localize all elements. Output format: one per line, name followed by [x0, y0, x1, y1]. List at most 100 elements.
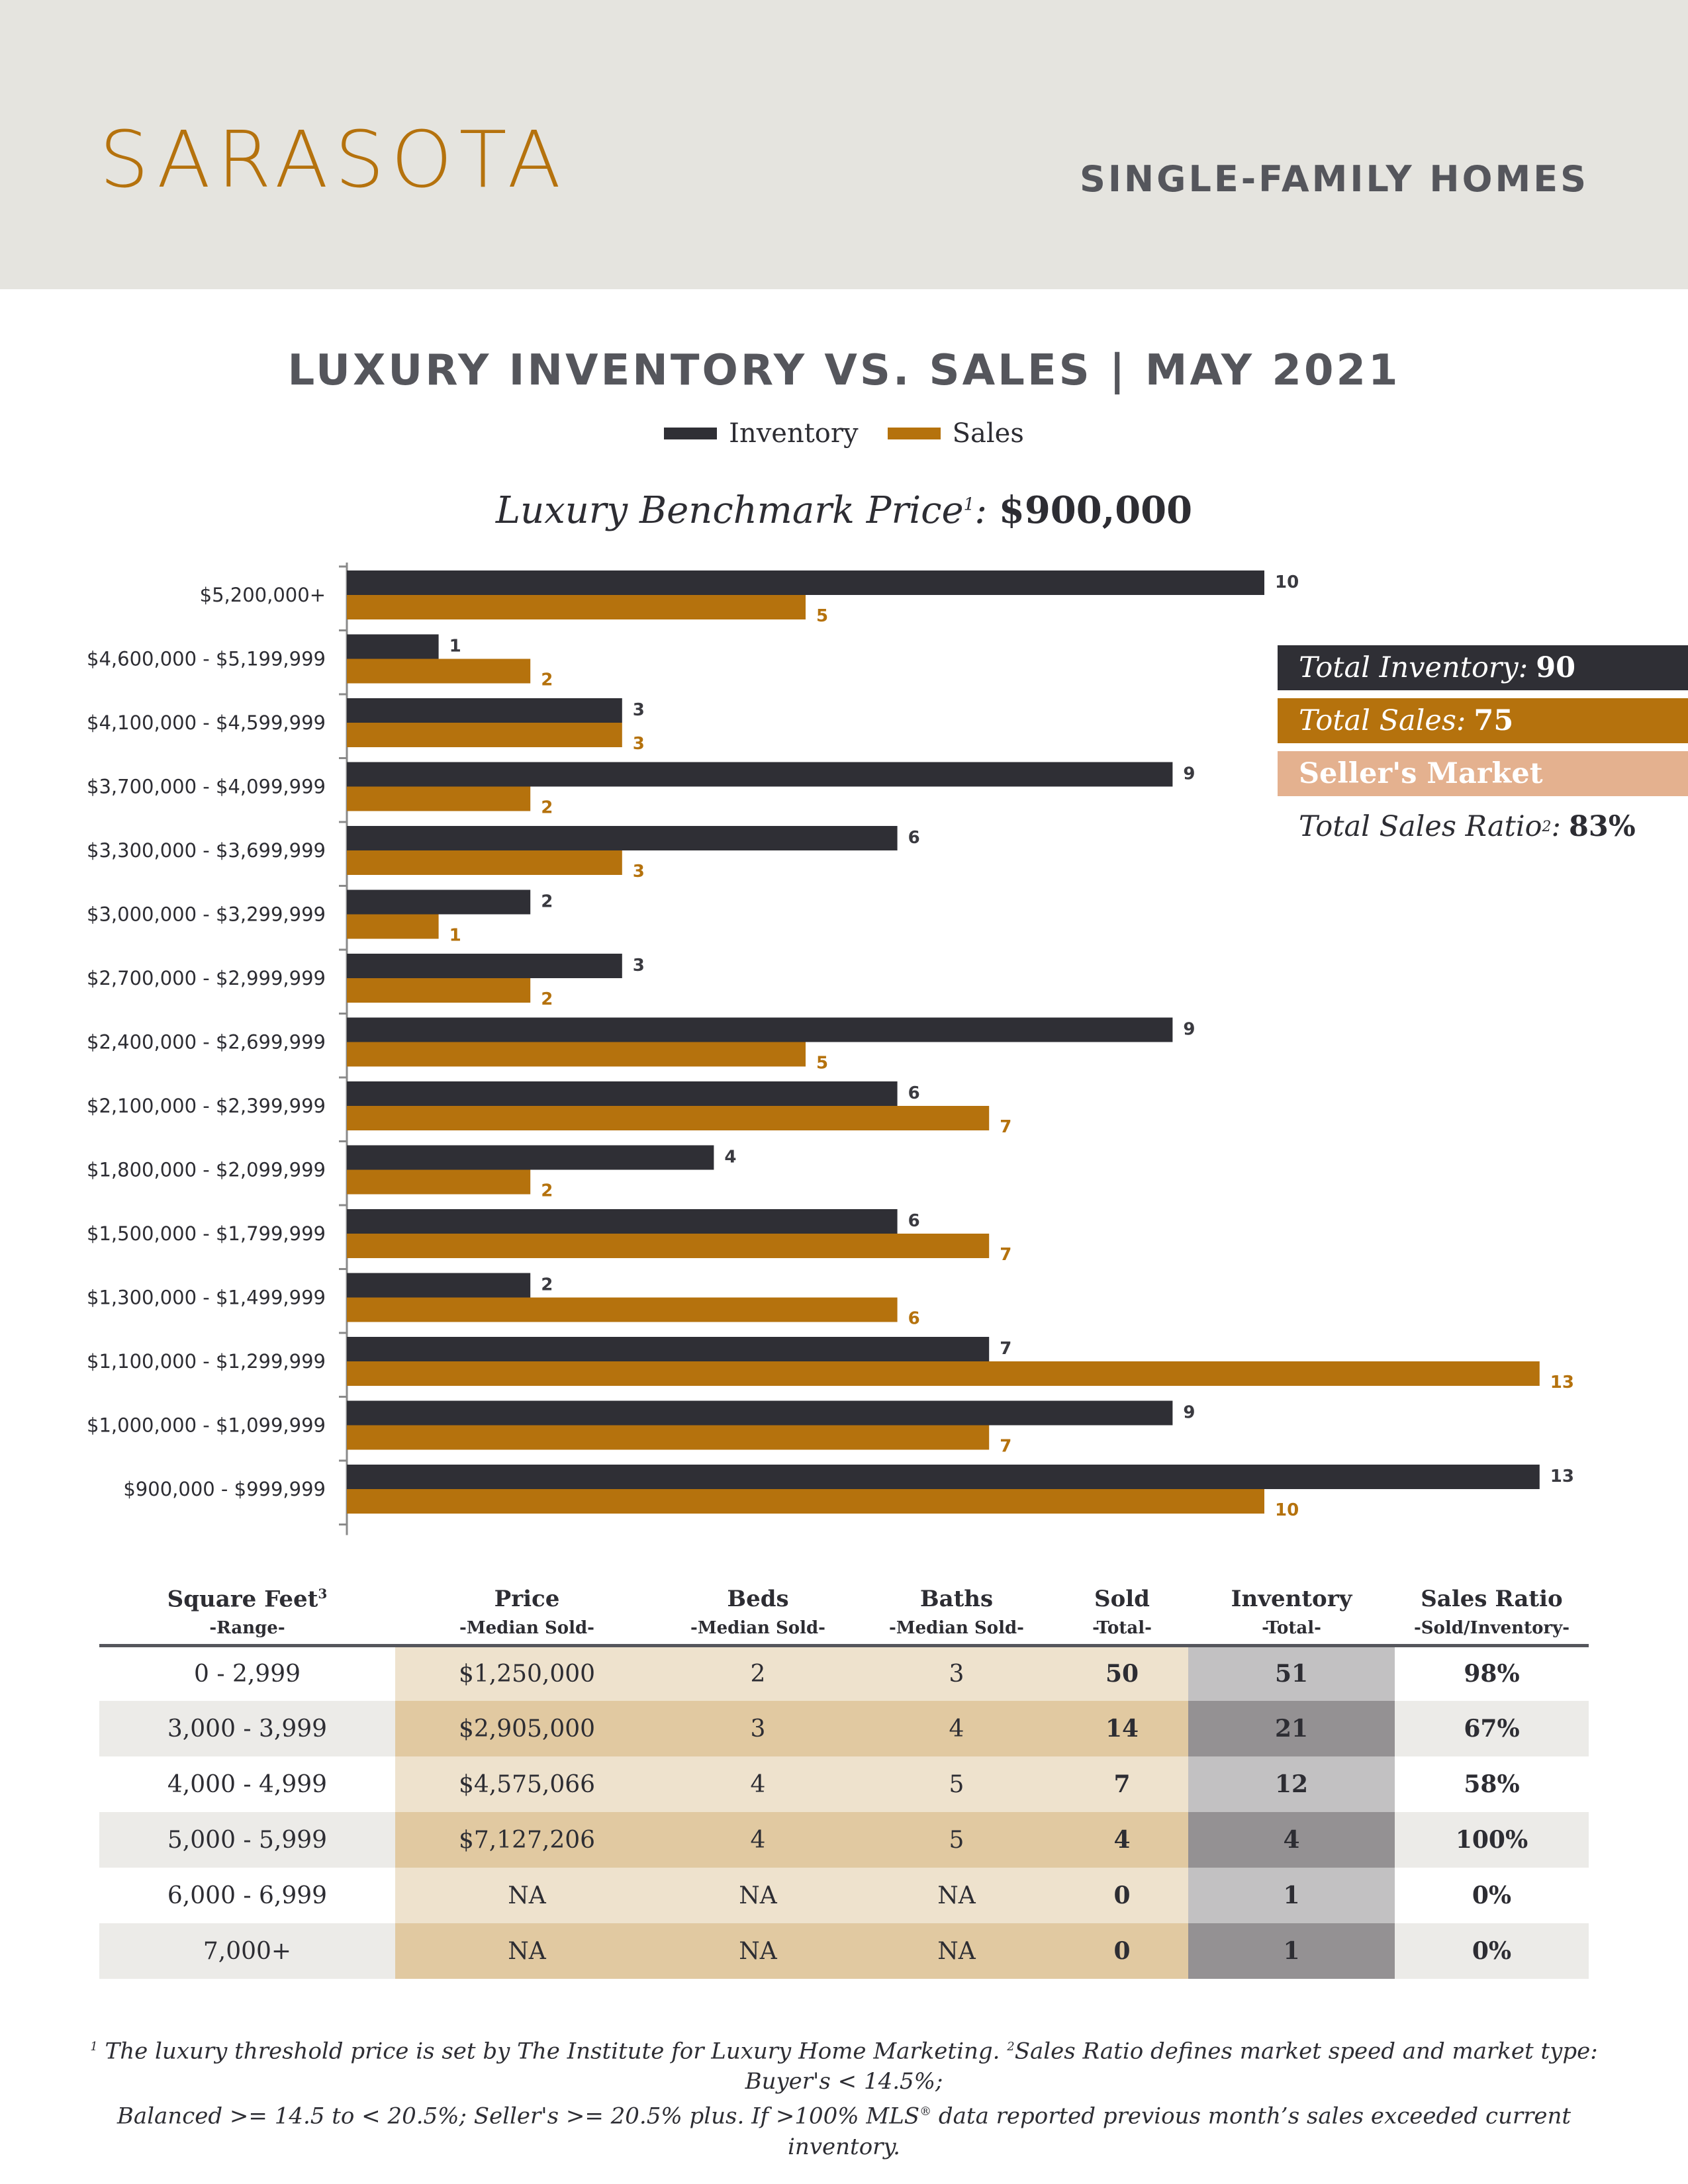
cell-beds: NA [659, 1923, 857, 1979]
chart-title: LUXURY INVENTORY VS. SALES | MAY 2021 [287, 346, 1401, 395]
segment-title: SINGLE-FAMILY HOMES [1079, 158, 1589, 200]
cell-sold: 4 [1056, 1812, 1188, 1868]
bar-sales [347, 595, 806, 619]
cell-beds: 4 [659, 1812, 857, 1868]
ratio-footnote-mark: 2 [1542, 818, 1552, 835]
bar-sales [347, 659, 531, 684]
subheader-sales-ratio: -Sold/Inventory- [1395, 1612, 1589, 1647]
bar-sales [347, 1234, 990, 1258]
bar-inventory [347, 1017, 1173, 1042]
cell-range: 7,000+ [99, 1923, 395, 1979]
bar-sales [347, 1169, 531, 1195]
subheader-inventory: -Total- [1188, 1612, 1395, 1647]
category-label: $2,100,000 - $2,399,999 [87, 1095, 326, 1117]
data-label-sales: 2 [541, 798, 553, 818]
bar-inventory [347, 1081, 898, 1106]
cell-sales-ratio: 67% [1395, 1701, 1589, 1756]
total-inventory-label: Total Inventory: [1299, 651, 1528, 684]
legend-item-sales: Sales [887, 418, 1024, 449]
cell-baths: 5 [857, 1812, 1056, 1868]
subheader-beds: -Median Sold- [659, 1612, 857, 1647]
data-label-sales: 7 [1000, 1245, 1011, 1265]
cell-beds: 4 [659, 1756, 857, 1812]
bar-inventory [347, 762, 1173, 787]
data-label-inventory: 13 [1550, 1467, 1574, 1486]
subheader-price: -Median Sold- [395, 1612, 659, 1647]
bar-chart: $5,200,000+ 10 5 $4,600,000 - $5,199,999 1 2 $… [87, 563, 1574, 1535]
chart-legend: Inventory Sales [0, 418, 1688, 449]
bar-inventory [347, 634, 439, 659]
cell-sold: 0 [1056, 1923, 1188, 1979]
data-label-sales: 5 [816, 1054, 828, 1073]
bar-inventory [347, 889, 531, 915]
bar-inventory [347, 1465, 1540, 1489]
category-label: $1,300,000 - $1,499,999 [87, 1287, 326, 1309]
cell-price: $7,127,206 [395, 1812, 659, 1868]
cell-range: 4,000 - 4,999 [99, 1756, 395, 1812]
subheader-baths: -Median Sold- [857, 1612, 1056, 1647]
data-label-inventory: 3 [633, 700, 645, 720]
total-sales-ratio-label: Total Sales Ratio [1299, 810, 1542, 843]
cell-range: 5,000 - 5,999 [99, 1812, 395, 1868]
bar-sales [347, 1361, 1540, 1386]
bar-inventory [347, 1400, 1173, 1426]
header-baths: Baths [919, 1586, 994, 1612]
cell-price: $1,250,000 [395, 1645, 659, 1701]
bar-inventory [347, 1337, 990, 1361]
market-type-label: Seller's Market [1299, 757, 1543, 790]
cell-sold: 7 [1056, 1756, 1188, 1812]
bar-inventory [347, 1273, 531, 1298]
header-beds: Beds [727, 1586, 789, 1612]
city-title: SARASOTA [99, 114, 568, 205]
legend-swatch-inventory [664, 428, 718, 439]
cell-sales-ratio: 100% [1395, 1812, 1589, 1868]
cell-range: 3,000 - 3,999 [99, 1701, 395, 1756]
category-label: $4,600,000 - $5,199,999 [87, 648, 326, 670]
data-label-inventory: 3 [633, 956, 645, 976]
stats-table: Square Feet3 Price Beds Baths Sold Inven… [99, 1575, 1589, 1979]
cell-sales-ratio: 98% [1395, 1645, 1589, 1701]
cell-inventory: 12 [1188, 1756, 1395, 1812]
data-label-inventory: 6 [908, 1083, 920, 1103]
cell-sold: 50 [1056, 1645, 1188, 1701]
cell-inventory: 21 [1188, 1701, 1395, 1756]
data-label-sales: 3 [633, 862, 645, 882]
table-row: 4,000 - 4,999 $4,575,066 4 5 7 12 58% [99, 1756, 1589, 1812]
total-sales-value: 75 [1474, 704, 1514, 737]
header-price: Price [494, 1586, 560, 1612]
footnote: 1 The luxury threshold price is set by T… [66, 2032, 1622, 2162]
bar-sales [347, 1425, 990, 1450]
category-label: $1,000,000 - $1,099,999 [87, 1414, 326, 1437]
bar-sales [347, 1489, 1264, 1514]
cell-range: 6,000 - 6,999 [99, 1868, 395, 1923]
cell-sales-ratio: 58% [1395, 1756, 1589, 1812]
cell-beds: 2 [659, 1645, 857, 1701]
legend-label-inventory: Inventory [729, 418, 859, 449]
total-sales-ratio-box: Total Sales Ratio 2: 83% [1278, 804, 1688, 849]
bar-sales [347, 723, 622, 747]
bar-sales [347, 786, 531, 811]
cell-baths: NA [857, 1868, 1056, 1923]
cell-sales-ratio: 0% [1395, 1923, 1589, 1979]
legend-label-sales: Sales [952, 418, 1024, 449]
cell-inventory: 1 [1188, 1868, 1395, 1923]
legend-swatch-sales [887, 428, 941, 439]
bar-sales [347, 1042, 806, 1067]
cell-baths: 4 [857, 1701, 1056, 1756]
data-label-inventory: 2 [541, 1275, 553, 1295]
data-label-sales: 10 [1275, 1500, 1299, 1520]
cell-beds: 3 [659, 1701, 857, 1756]
data-label-inventory: 9 [1183, 1020, 1195, 1040]
bar-sales [347, 850, 622, 875]
bar-inventory [347, 570, 1264, 595]
category-label: $1,500,000 - $1,799,999 [87, 1222, 326, 1245]
total-inventory-box: Total Inventory: 90 [1278, 645, 1688, 690]
cell-inventory: 4 [1188, 1812, 1395, 1868]
data-label-sales: 1 [449, 926, 461, 946]
cell-sales-ratio: 0% [1395, 1868, 1589, 1923]
cell-price: $2,905,000 [395, 1701, 659, 1756]
subheader-range: -Range- [99, 1612, 395, 1647]
cell-inventory: 51 [1188, 1645, 1395, 1701]
ratio-colon: : [1551, 810, 1562, 843]
footnote-line-1: 1 The luxury threshold price is set by T… [90, 2038, 1598, 2095]
